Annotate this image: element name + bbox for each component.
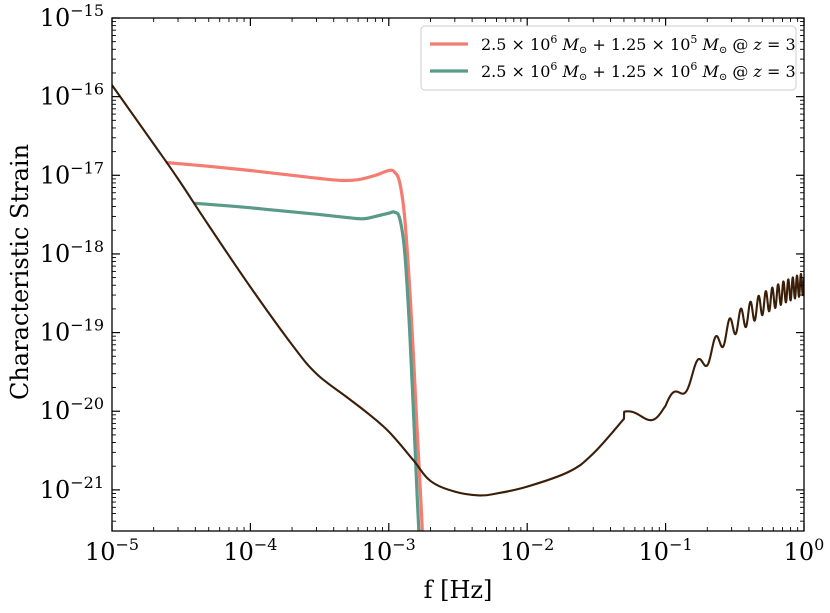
- y-tick-label: 10−18: [40, 237, 104, 268]
- y-tick-label: 10−20: [40, 394, 104, 425]
- y-tick-label: 10−19: [40, 316, 104, 347]
- series-line-1: [165, 161, 424, 531]
- plot-area-frame: [111, 17, 805, 532]
- ticks-layer: 10−5 10−4 10−3 10−2 10−1 100 10−21 10−20 10−19 10…: [40, 1, 825, 566]
- x-tick-label: 100: [784, 535, 825, 566]
- y-axis-label: Characteristic Strain: [6, 144, 34, 400]
- legend-label-2: 2.5 × 106 M⊙ + 1.25 × 106 M⊙ @ z = 3: [481, 60, 796, 83]
- x-tick-label: 10−4: [223, 535, 277, 566]
- y-tick-label: 10−21: [40, 473, 104, 504]
- legend-box: [420, 25, 797, 91]
- x-axis-label: f [Hz]: [424, 576, 493, 604]
- x-tick-label: 10−1: [639, 535, 693, 566]
- y-tick-label: 10−15: [40, 1, 104, 32]
- sensitivity-curve: [112, 84, 804, 497]
- x-tick-label: 10−2: [500, 535, 554, 566]
- legend-label-1: 2.5 × 106 M⊙ + 1.25 × 105 M⊙ @ z = 3: [481, 33, 796, 56]
- sensitivity-layer: [112, 84, 804, 497]
- y-tick-label: 10−16: [40, 80, 104, 111]
- y-tick-label: 10−17: [40, 158, 104, 189]
- series-line-2: [193, 201, 421, 531]
- x-tick-label: 10−3: [362, 535, 416, 566]
- x-tick-label: 10−5: [85, 535, 139, 566]
- legend: 2.5 × 106 M⊙ + 1.25 × 105 M⊙ @ z = 3 2.5 …: [420, 25, 797, 91]
- series-layer: [165, 161, 424, 531]
